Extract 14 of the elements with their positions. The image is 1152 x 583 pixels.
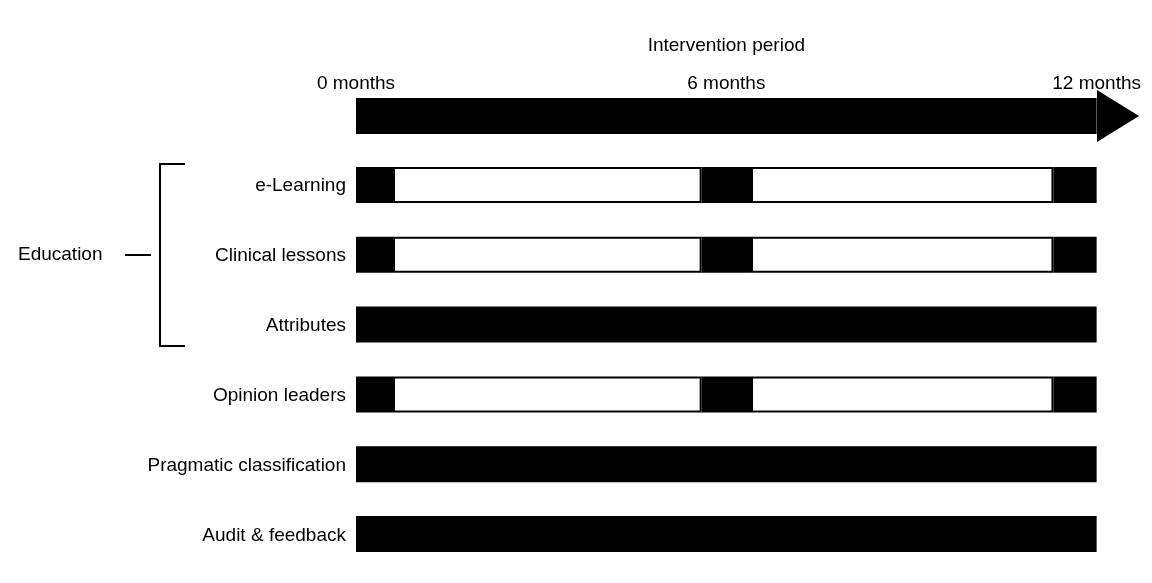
text: Education (18, 242, 103, 264)
x-tick-label: 6 months (687, 72, 766, 93)
x-tick-label: 12 months (1052, 72, 1142, 93)
bar (356, 446, 1097, 483)
y-tick-label: Pragmatic classification (147, 453, 346, 475)
y-tick-label: Attributes (265, 314, 346, 336)
y-tick-label: e-Learning (255, 174, 346, 196)
y-tick-label: Clinical lessons (215, 244, 346, 266)
x-axis-title: Intervention period (647, 34, 806, 55)
bar (356, 516, 1097, 553)
bar (356, 306, 1097, 343)
x-tick-label: 0 months (316, 72, 396, 93)
y-tick-label: Opinion leaders (212, 383, 346, 405)
y-tick-label: Audit & feedback (202, 523, 347, 545)
